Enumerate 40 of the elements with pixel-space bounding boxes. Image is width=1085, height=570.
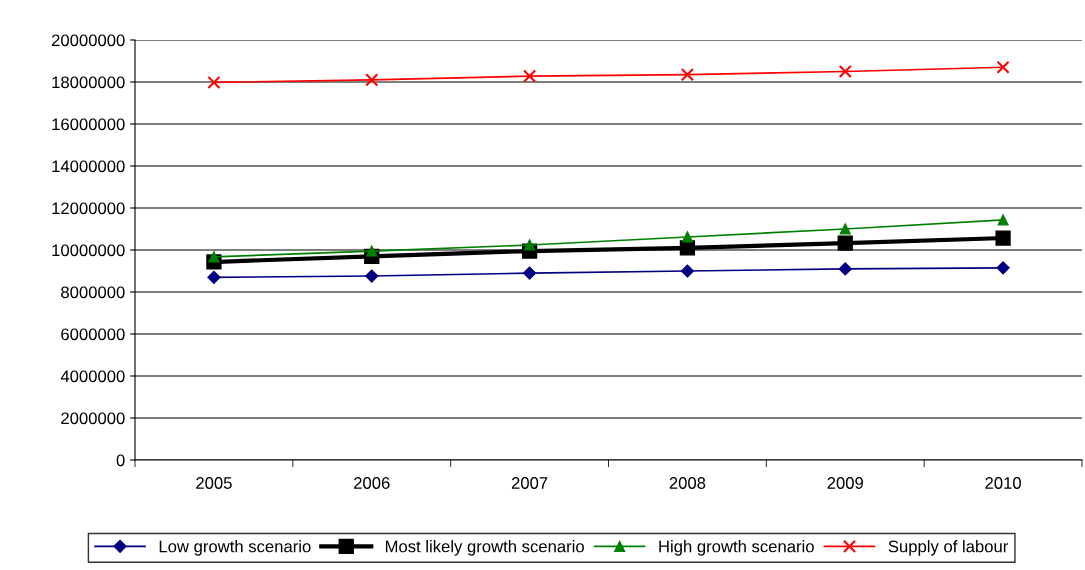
legend-label: Most likely growth scenario [385,540,584,556]
point [208,251,220,263]
y-tick-label: 0 [116,454,125,467]
y-tick-label: 8000000 [61,286,125,299]
point [995,230,1011,246]
point [207,75,221,90]
y-tick-label: 20000000 [51,34,125,47]
y-tick-label: 4000000 [60,370,125,383]
point [680,68,695,82]
y-tick-label: 10000000 [52,244,125,257]
point [681,231,693,243]
point [365,73,379,87]
point [839,223,851,235]
point [838,64,852,79]
point [680,264,695,278]
point [838,262,852,276]
y-tick-label: 18000000 [52,76,125,89]
point [207,270,221,284]
x-tick-label: 2010 [985,477,1021,489]
x-tick-label: 2006 [354,477,390,489]
point [522,266,537,280]
point [837,235,853,251]
y-tick-label: 16000000 [52,118,125,131]
y-tick-label: 2000000 [61,412,125,425]
x-tick-label: 2007 [511,477,548,489]
point [366,245,378,257]
legend-label: Low growth scenario [159,540,311,556]
y-tick-label: 12000000 [52,202,125,215]
y-tick-label: 14000000 [52,160,125,173]
legend-label: Supply of labour [888,540,1009,556]
x-tick-label: 2009 [827,477,863,489]
x-tick-label: 2008 [669,477,706,489]
point [522,69,537,83]
point [996,261,1010,275]
point [365,269,379,283]
point [997,214,1009,226]
legend-label: High growth scenario [659,540,814,556]
y-tick-label: 6000000 [61,328,125,341]
x-tick-label: 2005 [196,477,232,489]
point [996,60,1010,74]
